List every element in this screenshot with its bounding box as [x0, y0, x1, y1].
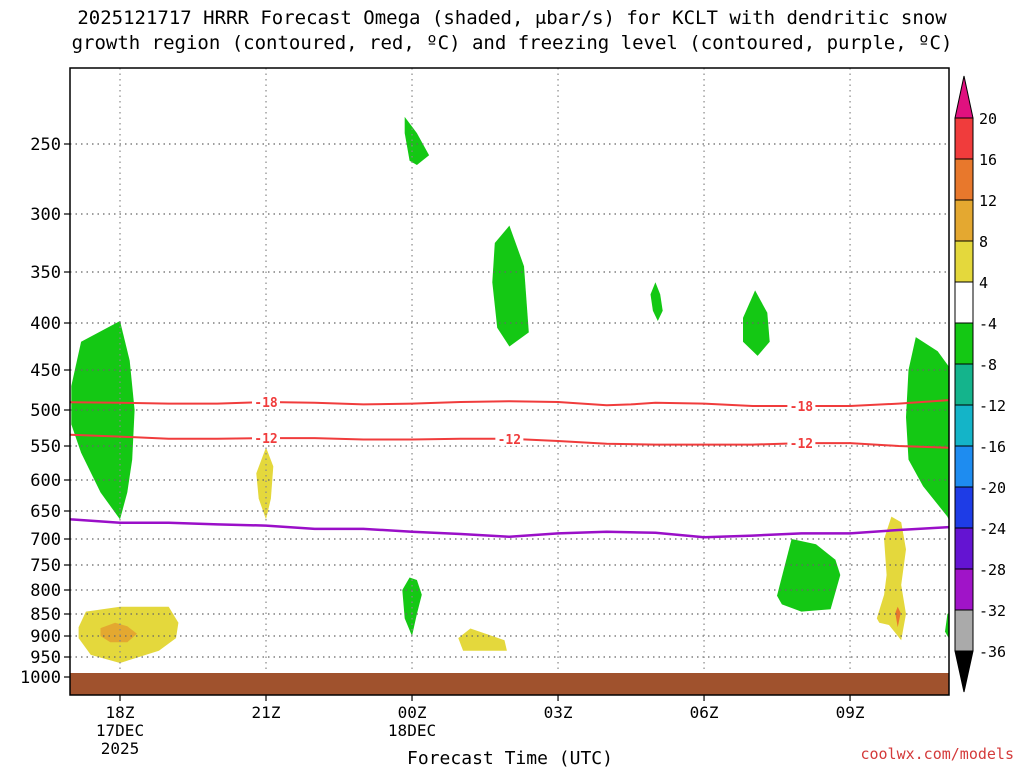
colorbar-label-0: 20: [979, 110, 997, 128]
colorbar-label-12: -32: [979, 602, 1006, 620]
omega-shading-layer: [71, 116, 949, 663]
colorbar-bin-6: [954, 363, 974, 406]
x-date-label-18Z: 17DEC: [96, 721, 144, 740]
colorbar: 20 16 12 8 4 -4 -8 -12 -16 -20 -24 -28 -32 -36: [954, 75, 1006, 693]
freezing-level-line: [70, 518, 949, 539]
colorbar-bin-10: [954, 527, 974, 570]
y-tick-label-350: 350: [30, 263, 61, 283]
omega-region-descent-10z-low: [876, 516, 906, 641]
colorbar-label-11: -28: [979, 561, 1006, 579]
colorbar-label-8: -16: [979, 438, 1006, 456]
colorbar-label-5: -4: [979, 315, 997, 333]
y-tick-label-250: 250: [30, 135, 61, 155]
omega-region-ascent-small-05z: [650, 282, 663, 321]
y-tick-label-650: 650: [30, 502, 61, 522]
plot-frame: [69, 67, 950, 696]
colorbar-label-7: -12: [979, 397, 1006, 415]
colorbar-label-2: 12: [979, 192, 997, 210]
isotherm-minus12-line-label-bg-2: [787, 435, 816, 451]
omega-region-ascent-250: [404, 116, 430, 165]
y-tick-label-450: 450: [30, 361, 61, 381]
x-tick-label-00Z: 00Z: [398, 703, 427, 722]
y-axis: 2503003504004505005506006507007508008509…: [20, 135, 70, 688]
colorbar-bin-3: [954, 240, 974, 283]
title-line-1: 2025121717 HRRR Forecast Omega (shaded, …: [77, 7, 947, 29]
x-tick-label-18Z: 18Z: [106, 703, 135, 722]
colorbar-label-1: 16: [979, 151, 997, 169]
isotherm-minus12-line-label-0: -12: [254, 432, 277, 447]
colorbar-bin-7: [954, 404, 974, 447]
colorbar-bin-1: [954, 158, 974, 201]
colorbar-bin-12: [954, 609, 974, 652]
terrain-layer: [70, 673, 949, 695]
x-tick-label-03Z: 03Z: [544, 703, 573, 722]
y-tick-label-850: 850: [30, 605, 61, 625]
omega-region-descent-01z-low: [458, 628, 507, 651]
y-tick-label-800: 800: [30, 581, 61, 601]
omega-region-descent-max-10z: [895, 606, 901, 628]
colorbar-bin-9: [954, 486, 974, 529]
y-tick-label-950: 950: [30, 648, 61, 668]
omega-region-ascent-upper-02z: [492, 225, 529, 347]
isotherm-minus12-line-label-bg-0: [252, 430, 281, 446]
isotherm-minus18-line-label-1: -18: [790, 400, 814, 415]
y-tick-label-500: 500: [30, 401, 61, 421]
omega-region-descent-21z: [256, 447, 274, 520]
colorbar-label-10: -24: [979, 520, 1006, 538]
omega-region-ascent-edge-low: [945, 612, 949, 639]
y-tick-label-700: 700: [30, 530, 61, 550]
isotherm-minus18-line-label-bg-1: [787, 398, 816, 413]
colorbar-bin-2: [954, 199, 974, 242]
isotherm-minus12-line-label-2: -12: [790, 437, 813, 452]
contour-layer: -18 -18 -12 -12 -12: [70, 394, 949, 539]
colorbar-bin-4: [954, 281, 974, 324]
isotherm-minus18-line-label-bg-0: [252, 394, 281, 409]
y-tick-label-600: 600: [30, 471, 61, 491]
isotherm-minus12-line-label-1: -12: [498, 433, 521, 448]
colorbar-top-arrow: [954, 75, 974, 119]
y-tick-label-750: 750: [30, 556, 61, 576]
colorbar-bottom-arrow: [954, 650, 974, 693]
omega-region-ascent-07z: [743, 290, 770, 356]
y-tick-label-550: 550: [30, 437, 61, 457]
x-year-label-18Z: 2025: [101, 739, 140, 758]
x-tick-label-06Z: 06Z: [690, 703, 719, 722]
chart-title: 2025121717 HRRR Forecast Omega (shaded, …: [0, 6, 1024, 56]
colorbar-label-6: -8: [979, 356, 997, 374]
colorbar-label-13: -36: [979, 643, 1006, 661]
colorbar-bin-8: [954, 445, 974, 488]
colorbar-label-3: 8: [979, 233, 988, 251]
credit-text: coolwx.com/models: [860, 745, 1014, 763]
isotherm-minus12-line-label-bg-1: [495, 430, 524, 446]
omega-region-ascent-10z-mid: [906, 337, 949, 521]
y-tick-label-400: 400: [30, 314, 61, 334]
title-line-2: growth region (contoured, red, ºC) and f…: [71, 32, 953, 54]
isotherm-minus18-line: [70, 399, 949, 407]
omega-region-ascent-18z-mid: [71, 321, 135, 520]
colorbar-bin-0: [954, 117, 974, 160]
colorbar-bin-5: [954, 322, 974, 365]
colorbar-label-4: 4: [979, 274, 988, 292]
omega-region-ascent-08z-low: [777, 539, 841, 612]
x-tick-label-21Z: 21Z: [252, 703, 281, 722]
x-date-label-00Z: 18DEC: [388, 721, 436, 740]
omega-region-ascent-00z-low: [402, 577, 422, 636]
omega-region-descent-max-18z: [100, 622, 137, 643]
x-axis-label: Forecast Time (UTC): [407, 748, 613, 768]
y-tick-label-300: 300: [30, 205, 61, 225]
isotherm-minus18-line-label-0: -18: [254, 396, 278, 411]
x-tick-label-09Z: 09Z: [836, 703, 865, 722]
terrain-band: [70, 673, 949, 695]
colorbar-label-9: -20: [979, 479, 1006, 497]
y-tick-label-900: 900: [30, 627, 61, 647]
y-tick-label-1000: 1000: [20, 668, 61, 688]
colorbar-bin-11: [954, 568, 974, 611]
